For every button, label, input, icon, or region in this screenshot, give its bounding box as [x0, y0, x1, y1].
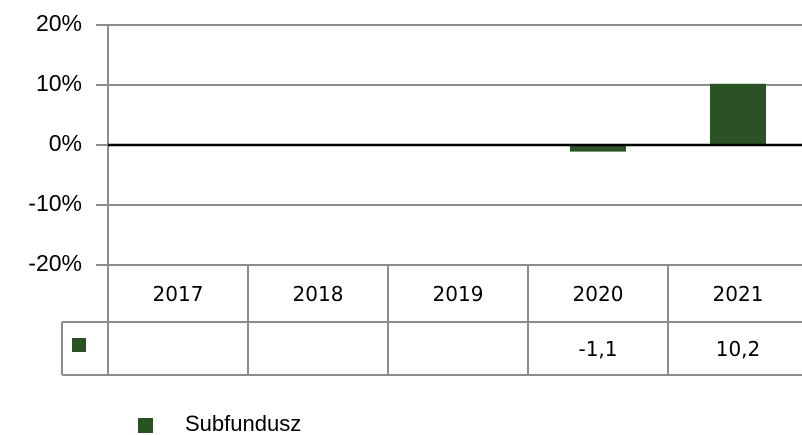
x-tick-label: 2017: [153, 282, 204, 306]
y-tick-label: 0%: [49, 130, 82, 156]
table-value: 10,2: [716, 337, 761, 361]
legend-label: Subfundusz: [185, 411, 301, 435]
x-tick-label: 2018: [293, 282, 344, 306]
legend-key: [72, 338, 86, 352]
bar: [570, 145, 626, 152]
y-tick-label: -20%: [28, 250, 82, 276]
x-tick-label: 2020: [573, 282, 624, 306]
bar: [710, 83, 766, 145]
y-tick-label: -10%: [28, 190, 82, 216]
y-tick-label: 20%: [36, 10, 82, 36]
legend-key: [138, 418, 153, 433]
x-tick-label: 2019: [433, 282, 484, 306]
y-tick-label: 10%: [36, 70, 82, 96]
table-value: -1,1: [578, 337, 617, 361]
x-tick-label: 2021: [713, 282, 764, 306]
